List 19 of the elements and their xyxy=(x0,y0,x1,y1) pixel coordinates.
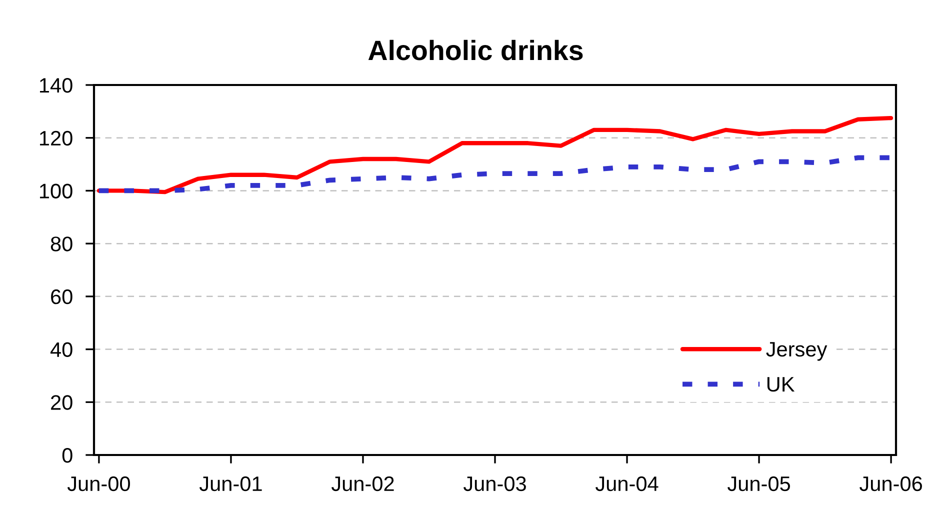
legend-label: UK xyxy=(767,377,795,392)
y-tick-label: 100 xyxy=(40,184,72,198)
chart-title: Alcoholic drinks xyxy=(368,40,583,60)
x-tick-label: Jun-04 xyxy=(595,476,658,492)
x-tick-label: Jun-02 xyxy=(331,476,394,492)
line-series xyxy=(96,116,894,194)
x-tick-label: Jun-03 xyxy=(463,476,526,492)
x-tick-label: Jun-01 xyxy=(199,476,262,492)
legend-label: Jersey xyxy=(766,342,828,361)
y-tick-label: 60 xyxy=(51,289,72,304)
y-tick-label: 140 xyxy=(40,78,72,93)
x-tick-label: Jun-00 xyxy=(67,476,130,492)
y-tick-label: 80 xyxy=(50,236,72,252)
y-tick-label: 40 xyxy=(50,342,72,358)
y-tick-label: 20 xyxy=(51,395,72,410)
y-tick-label: 0 xyxy=(62,448,72,463)
x-tick-label: Jun-05 xyxy=(728,476,790,492)
x-tick-label: Jun-06 xyxy=(860,476,922,492)
y-tick-label: 120 xyxy=(40,130,72,146)
